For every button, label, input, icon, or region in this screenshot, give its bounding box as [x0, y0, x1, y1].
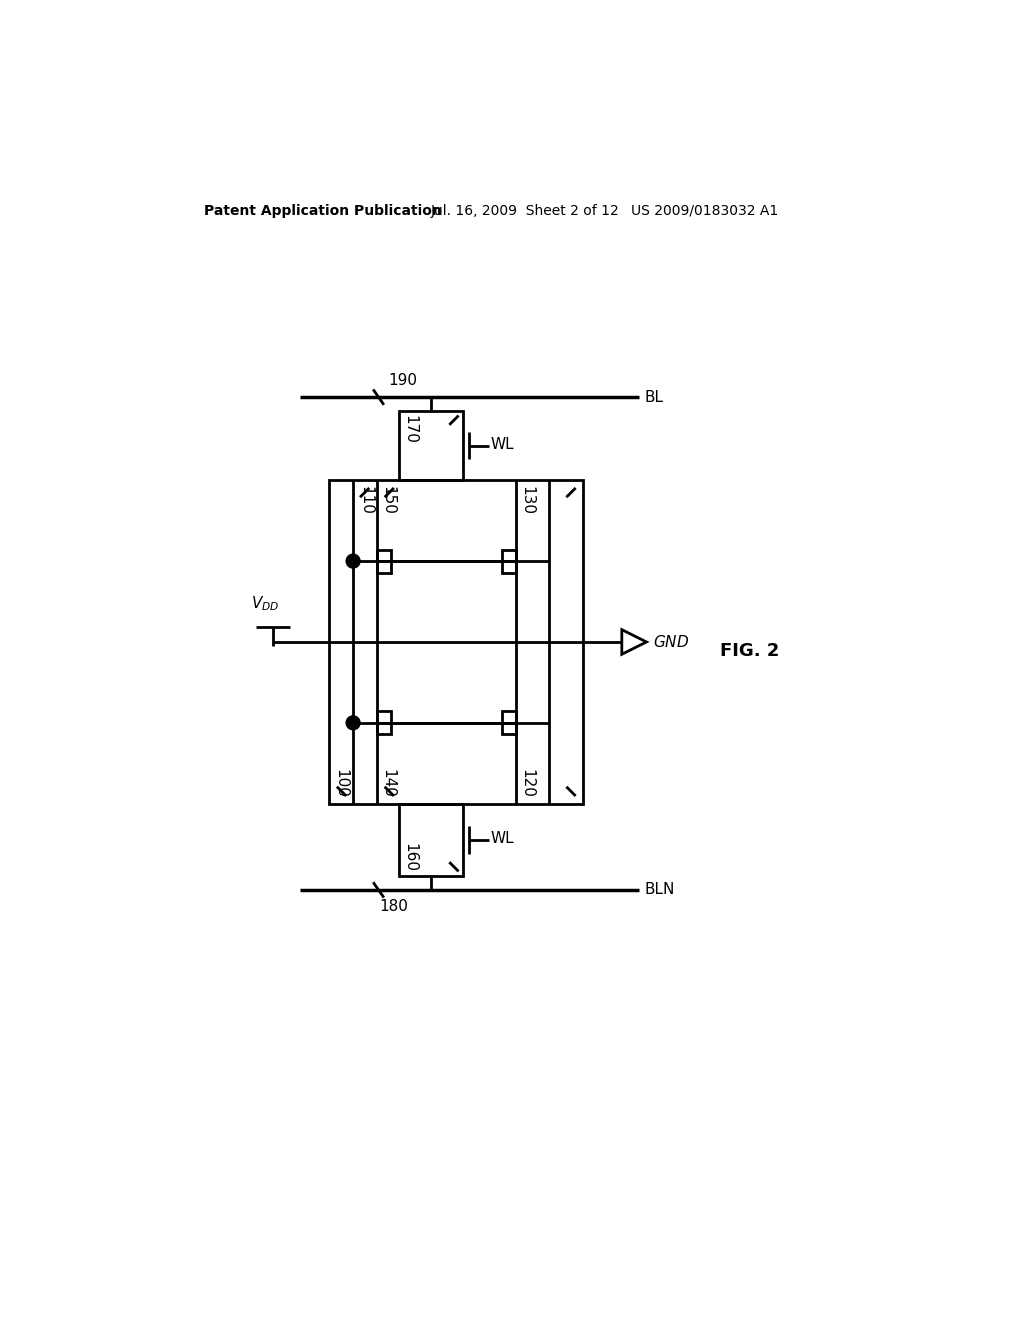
Circle shape — [346, 554, 360, 568]
Text: 180: 180 — [379, 899, 409, 915]
Text: 150: 150 — [381, 487, 396, 515]
Text: 160: 160 — [402, 843, 418, 873]
Text: 130: 130 — [519, 487, 535, 515]
Text: BL: BL — [645, 389, 664, 405]
Bar — [502, 711, 515, 734]
Text: BLN: BLN — [645, 882, 675, 898]
Text: 110: 110 — [358, 487, 373, 515]
Text: 190: 190 — [388, 372, 418, 388]
Circle shape — [346, 715, 360, 730]
Text: 170: 170 — [402, 414, 418, 444]
Bar — [330, 480, 584, 804]
Bar — [398, 411, 463, 480]
Bar — [377, 549, 391, 573]
Text: 140: 140 — [381, 768, 396, 797]
Text: Patent Application Publication: Patent Application Publication — [204, 203, 441, 218]
Bar — [398, 804, 463, 876]
Text: $V_{DD}$: $V_{DD}$ — [251, 594, 280, 612]
Text: 120: 120 — [519, 768, 535, 797]
Text: WL: WL — [490, 437, 514, 451]
Text: 100: 100 — [333, 768, 348, 797]
Bar — [377, 711, 391, 734]
Text: FIG. 2: FIG. 2 — [720, 643, 779, 660]
Bar — [502, 549, 515, 573]
Text: $GND$: $GND$ — [652, 634, 689, 649]
Text: US 2009/0183032 A1: US 2009/0183032 A1 — [631, 203, 778, 218]
Text: Jul. 16, 2009  Sheet 2 of 12: Jul. 16, 2009 Sheet 2 of 12 — [431, 203, 620, 218]
Text: WL: WL — [490, 830, 514, 846]
